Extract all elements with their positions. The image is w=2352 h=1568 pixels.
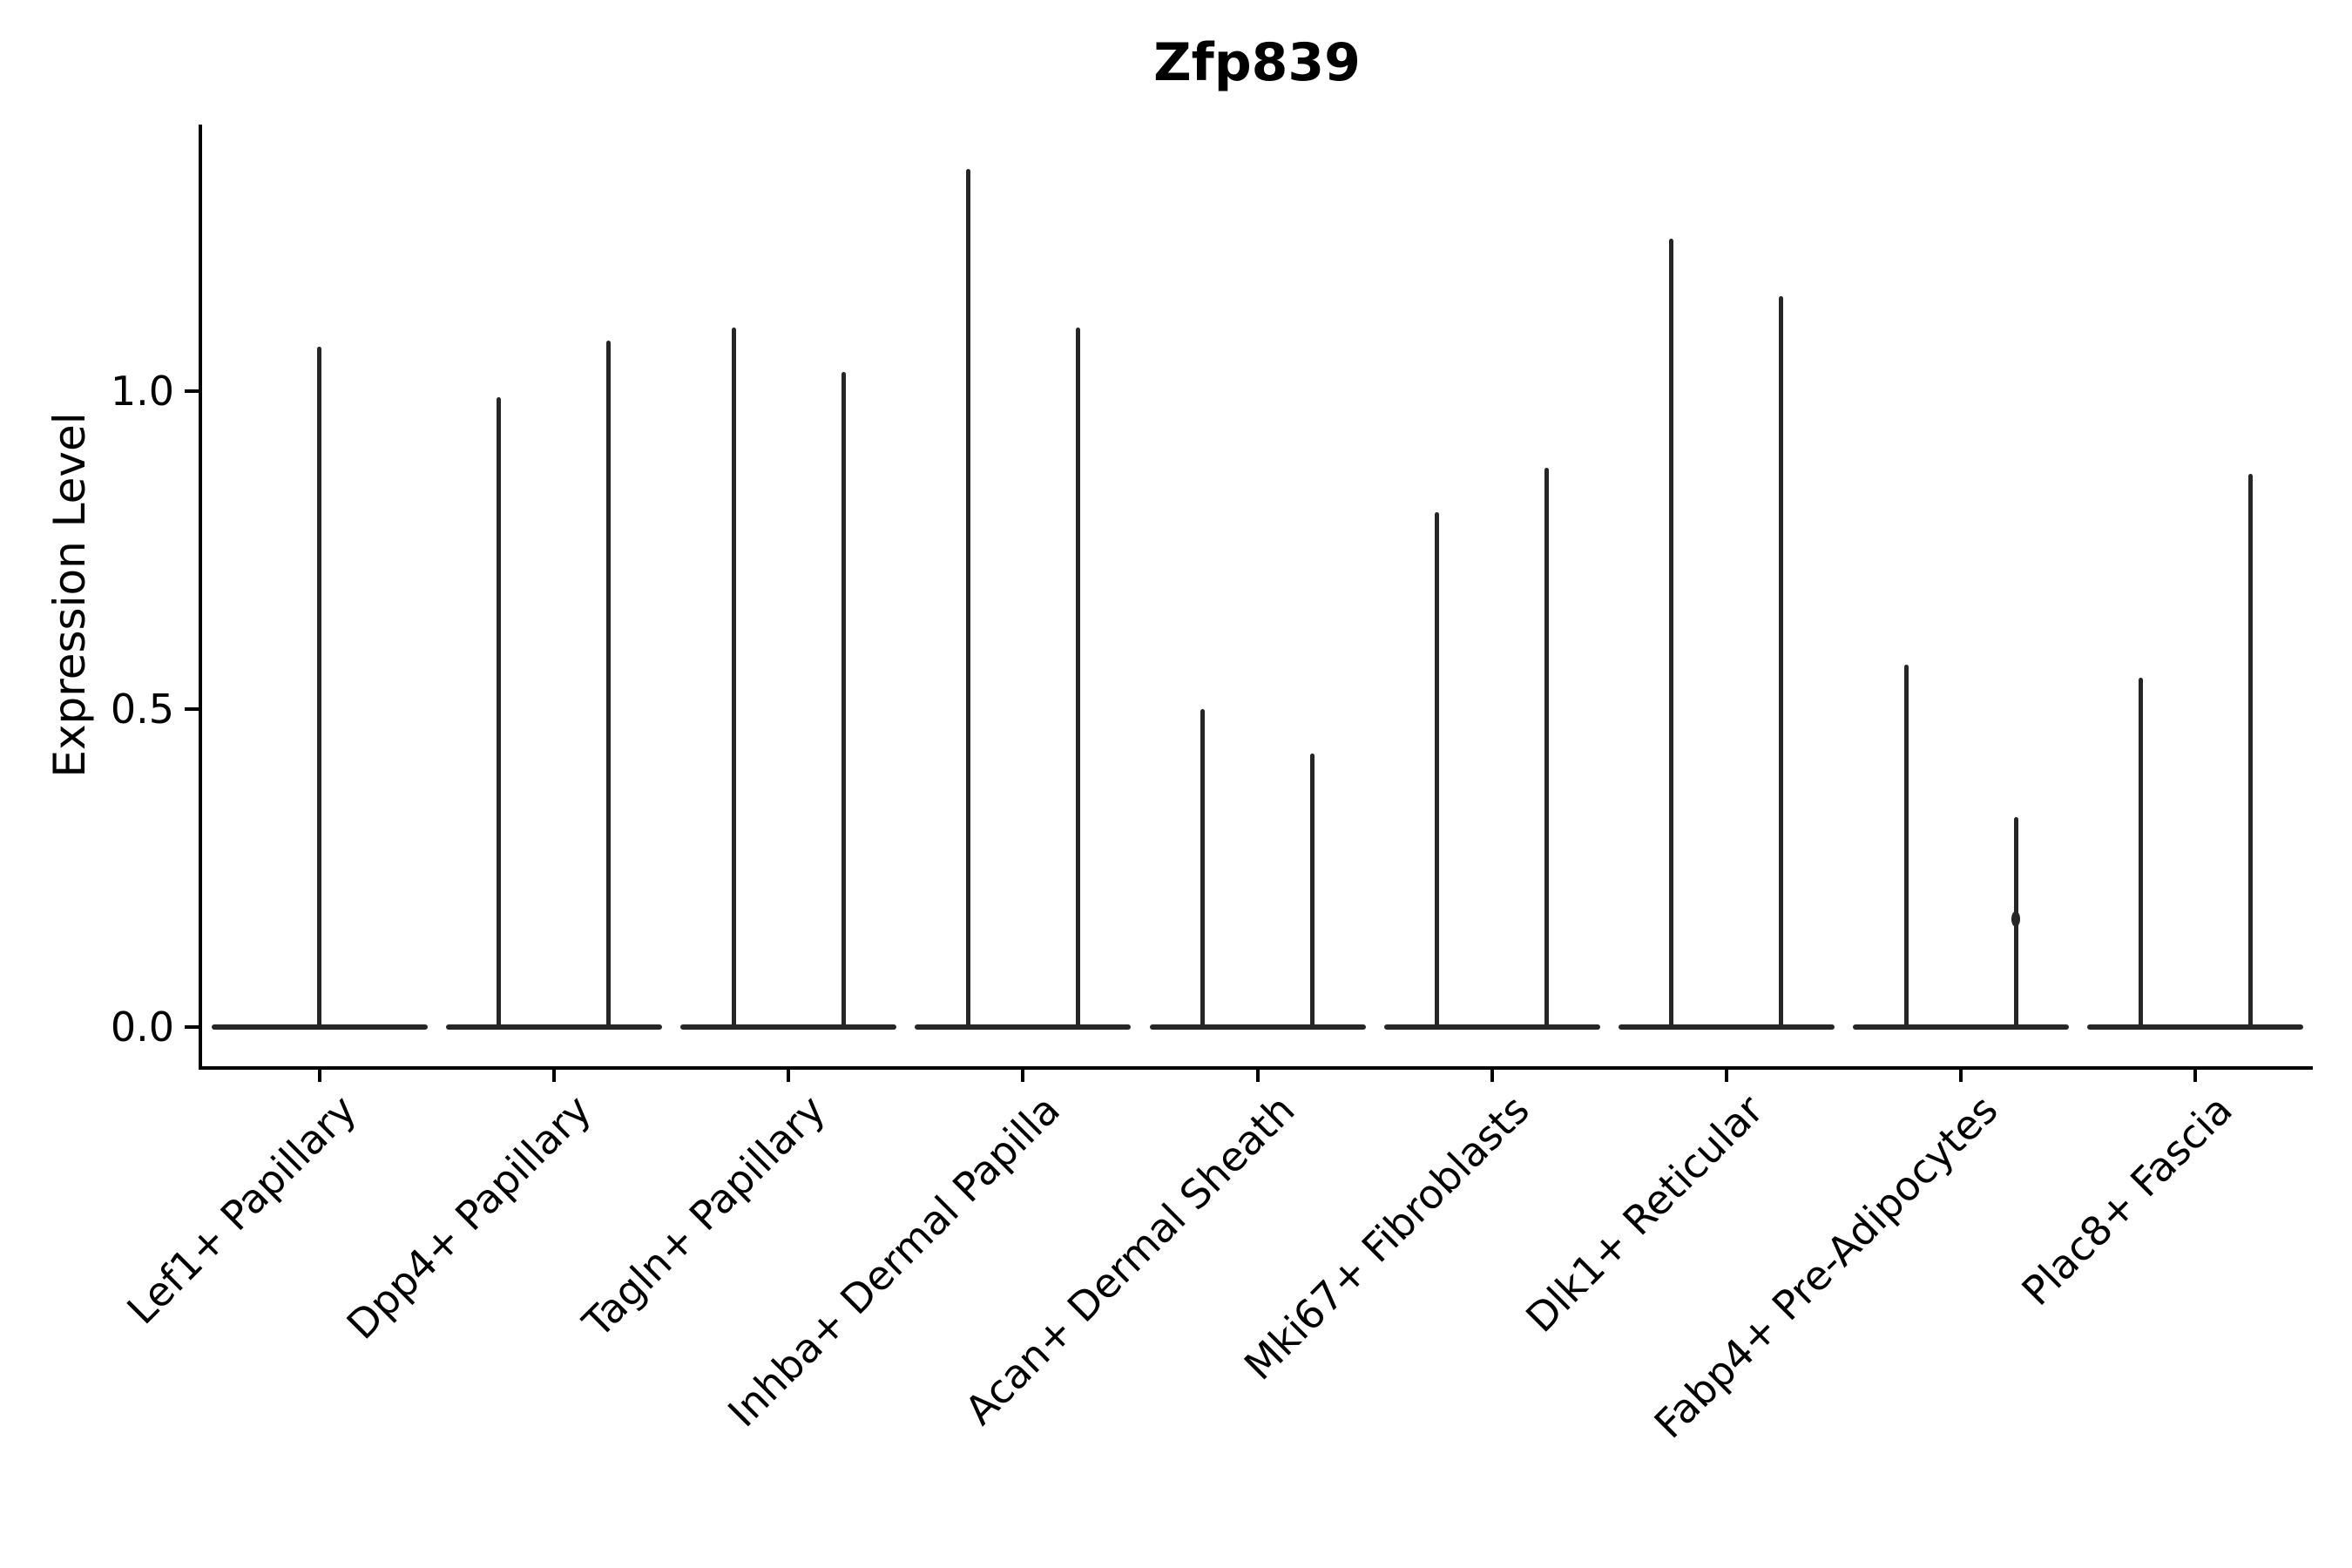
- y-tick-label: 0.5: [110, 686, 174, 733]
- violin-spike: [2248, 473, 2253, 1027]
- x-tick-label: Dlk1+ Reticular: [1517, 1085, 1773, 1342]
- violin-baseline: [915, 1024, 1132, 1030]
- violin-baseline: [1383, 1024, 1600, 1030]
- violin-spike: [841, 372, 846, 1027]
- x-tick-mark: [551, 1070, 556, 1082]
- x-tick-mark: [1255, 1070, 1260, 1082]
- x-tick-label: Plac8+ Fascia: [2012, 1085, 2242, 1315]
- violin-spike: [966, 168, 970, 1027]
- y-tick-mark: [185, 1025, 199, 1029]
- y-axis-spine: [199, 125, 202, 1070]
- violin-spike: [1779, 295, 1783, 1027]
- x-tick-label: Lef1+ Papillary: [118, 1085, 366, 1334]
- violin-spike: [1310, 754, 1315, 1027]
- violin-spike: [1544, 467, 1549, 1027]
- violin-baseline: [1853, 1024, 2070, 1030]
- violin-baseline: [1618, 1024, 1835, 1030]
- x-axis-spine: [199, 1066, 2313, 1070]
- violin-baseline: [680, 1024, 897, 1030]
- violin-baseline: [1149, 1024, 1366, 1030]
- violin-spike: [732, 328, 736, 1027]
- violin-spike: [1200, 709, 1205, 1027]
- x-tick-mark: [1490, 1070, 1494, 1082]
- violin-spike: [317, 346, 321, 1027]
- x-tick-label: Dpp4+ Papillary: [337, 1085, 600, 1348]
- y-tick-label: 1.0: [110, 368, 174, 415]
- chart-title: Zfp839: [1153, 32, 1361, 93]
- violin-spike: [1669, 238, 1673, 1027]
- x-tick-mark: [1959, 1070, 1963, 1082]
- violin-spike: [1435, 511, 1439, 1027]
- x-tick-mark: [2193, 1070, 2198, 1082]
- violin-outlier-dot: [2011, 910, 2020, 927]
- violin-spike: [2139, 677, 2143, 1027]
- violin-baseline: [211, 1024, 428, 1030]
- violin-spike: [1076, 328, 1080, 1027]
- y-tick-mark: [185, 389, 199, 393]
- violin-spike: [606, 340, 611, 1027]
- x-tick-mark: [1724, 1070, 1728, 1082]
- x-tick-mark: [787, 1070, 791, 1082]
- x-tick-label: Tagln+ Papillary: [573, 1085, 835, 1347]
- y-tick-label: 0.0: [110, 1004, 174, 1051]
- violin-spike: [497, 397, 501, 1027]
- violin-spike: [1904, 664, 1909, 1027]
- y-tick-mark: [185, 707, 199, 711]
- violin-baseline: [2087, 1024, 2304, 1030]
- x-tick-mark: [1021, 1070, 1025, 1082]
- x-tick-mark: [317, 1070, 321, 1082]
- violin-baseline: [445, 1024, 662, 1030]
